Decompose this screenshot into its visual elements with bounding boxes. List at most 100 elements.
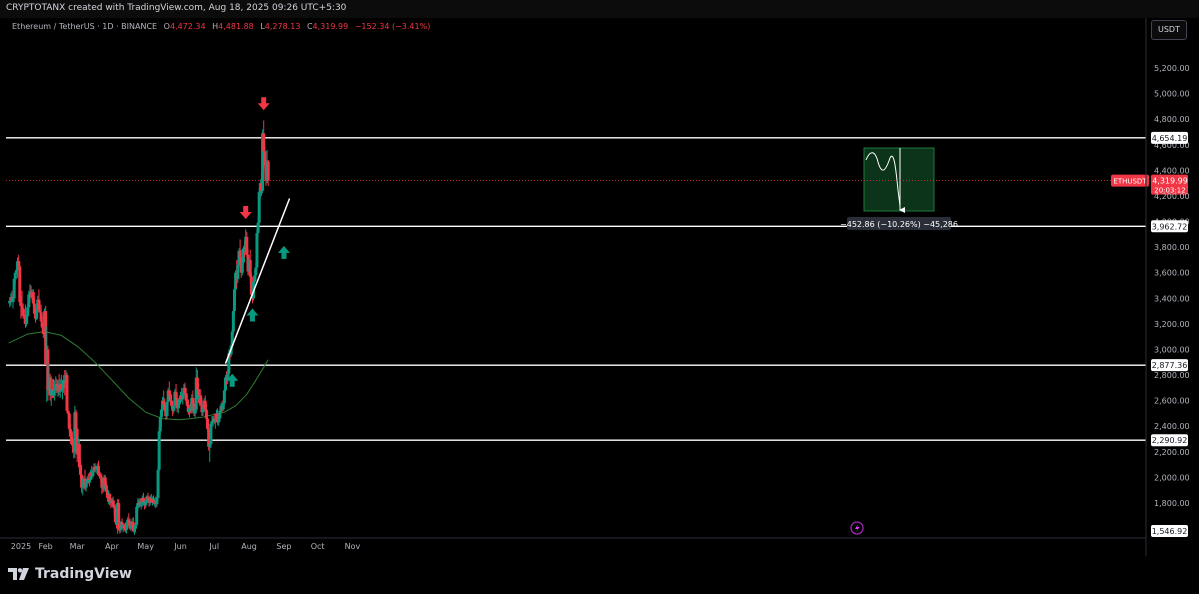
price-tick-label: 3,800.00 bbox=[1154, 243, 1190, 252]
candle-body bbox=[104, 485, 108, 492]
candle bbox=[80, 464, 84, 493]
candle bbox=[108, 492, 112, 506]
candle-body bbox=[39, 312, 43, 322]
top-bar: CRYPTOTANX created with TradingView.com,… bbox=[0, 0, 1199, 18]
candle-body bbox=[168, 395, 172, 401]
candle-body bbox=[167, 390, 171, 396]
candle-body bbox=[52, 390, 56, 396]
price-tick-label: 5,000.00 bbox=[1154, 90, 1190, 99]
candle-body bbox=[35, 309, 39, 319]
time-tick-label: Aug bbox=[241, 542, 257, 551]
open-value: 4,472.34 bbox=[169, 22, 206, 31]
candle-body bbox=[38, 309, 42, 313]
projection-zone bbox=[863, 147, 935, 213]
candle-body bbox=[127, 519, 131, 524]
candle-body bbox=[256, 222, 260, 234]
candle-body bbox=[91, 471, 95, 477]
candle-body bbox=[163, 404, 167, 411]
candle-body bbox=[81, 483, 85, 488]
candle-body bbox=[157, 431, 161, 470]
candle bbox=[62, 375, 66, 393]
candle-body bbox=[22, 314, 26, 318]
time-tick-label: Oct bbox=[311, 542, 325, 551]
candle bbox=[255, 229, 259, 271]
level-price-label-box bbox=[1151, 131, 1188, 144]
candle bbox=[113, 504, 117, 524]
candle-body bbox=[173, 391, 177, 406]
lightning-icon[interactable] bbox=[850, 521, 864, 535]
candle-body bbox=[134, 524, 138, 529]
candle-body bbox=[135, 506, 139, 525]
time-axis[interactable]: 2025 Feb Mar Apr May Jun Jul Aug Sep Oct Nov bbox=[0, 537, 1146, 551]
candle-body bbox=[166, 390, 170, 402]
candle-body bbox=[221, 403, 225, 410]
high-value: 4,481.88 bbox=[218, 22, 254, 31]
candle-body bbox=[80, 474, 84, 488]
candle-body bbox=[75, 428, 79, 455]
candle-body bbox=[112, 505, 116, 509]
candle bbox=[161, 396, 165, 416]
candle bbox=[144, 499, 148, 509]
time-tick-label: Sep bbox=[276, 542, 291, 551]
candle bbox=[38, 300, 42, 314]
high-label: H bbox=[212, 22, 219, 31]
time-tick-label: May bbox=[137, 542, 154, 551]
candle-body bbox=[103, 477, 107, 486]
brand-name: TradingView bbox=[35, 566, 132, 582]
candle-body bbox=[71, 439, 75, 446]
candle-body bbox=[26, 307, 30, 317]
candle-body bbox=[217, 418, 221, 423]
candle-body bbox=[68, 428, 72, 437]
candle-body bbox=[161, 400, 165, 410]
candle-body bbox=[48, 377, 52, 396]
candle-body bbox=[240, 262, 244, 273]
candle-body bbox=[46, 349, 50, 391]
candle-body bbox=[218, 410, 222, 419]
candle bbox=[37, 289, 41, 313]
candle-body bbox=[89, 472, 93, 480]
candle-body bbox=[162, 400, 166, 405]
candle-body bbox=[238, 250, 242, 258]
candle-body bbox=[185, 400, 189, 406]
symbol-legend: Ethereum / TetherUS · 1D · BINANCE O4,47… bbox=[12, 22, 430, 31]
candle bbox=[134, 523, 138, 533]
candle-body bbox=[69, 436, 73, 440]
candle-body bbox=[108, 494, 112, 502]
price-axis[interactable]: 1,800.00 2,000.00 2,200.00 2,400.00 2,600.00… bbox=[1145, 18, 1190, 556]
candle bbox=[257, 188, 261, 226]
projection-wave bbox=[865, 152, 901, 207]
low-value: 4,278.13 bbox=[264, 22, 301, 31]
candle bbox=[117, 499, 121, 532]
candle bbox=[44, 305, 48, 365]
candle-body bbox=[11, 298, 15, 303]
candle-body bbox=[230, 331, 234, 346]
candle bbox=[232, 285, 236, 315]
candle-body bbox=[237, 250, 241, 266]
price-tick-label: 4,200.00 bbox=[1154, 192, 1190, 201]
candle-body bbox=[165, 401, 169, 416]
candle-body bbox=[100, 477, 104, 488]
candle-body bbox=[25, 316, 29, 324]
countdown-label: 20:03:12 bbox=[1154, 187, 1185, 195]
candle bbox=[157, 427, 161, 473]
current-price-box bbox=[1151, 174, 1188, 195]
time-tick-label: 2025 bbox=[11, 542, 31, 551]
candle-body bbox=[113, 508, 117, 523]
price-tick-label: 4,400.00 bbox=[1154, 166, 1190, 175]
candle-body bbox=[19, 302, 23, 306]
candle-body bbox=[255, 233, 259, 268]
measure-tooltip: −452.86 (−10.26%) −45,286 bbox=[840, 217, 958, 230]
candle-body bbox=[192, 403, 196, 414]
price-tick-label: 2,600.00 bbox=[1154, 397, 1190, 406]
level-price-label: 2,290.92 bbox=[1152, 436, 1188, 445]
candle-body bbox=[254, 267, 258, 276]
currency-button[interactable]: USDT bbox=[1151, 20, 1187, 40]
candle-body bbox=[177, 399, 181, 405]
change-value: −152.34 (−3.41%) bbox=[354, 22, 431, 31]
candle-body bbox=[181, 394, 185, 400]
candle-body bbox=[18, 266, 22, 303]
candle bbox=[155, 496, 159, 507]
candle-body bbox=[159, 409, 163, 418]
time-tick-label: Apr bbox=[105, 542, 120, 551]
